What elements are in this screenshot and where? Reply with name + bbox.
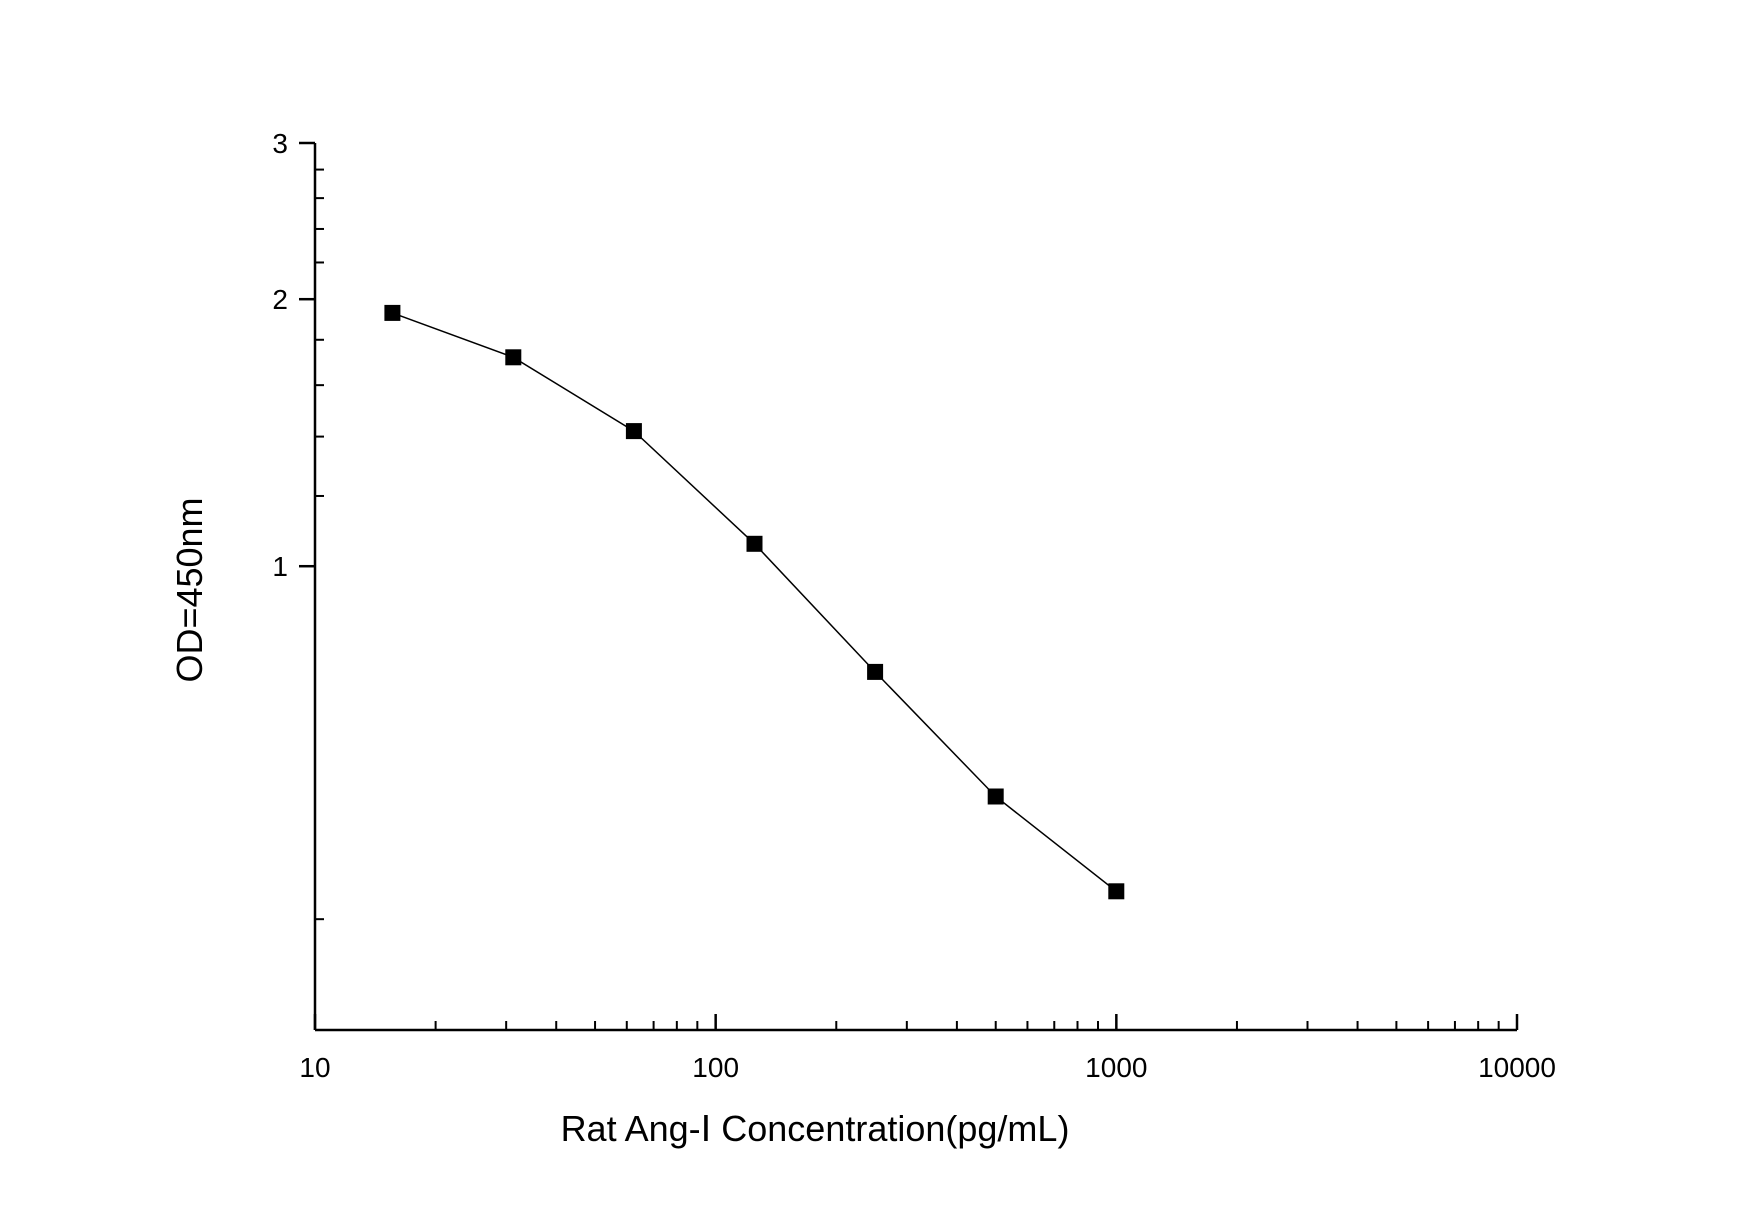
y-tick-label: 3 [272, 128, 288, 159]
x-tick-label: 100 [692, 1052, 739, 1083]
series-layer [384, 304, 1125, 900]
data-point-marker [625, 423, 642, 440]
data-point-marker [1108, 883, 1125, 900]
data-point-marker [867, 663, 884, 680]
data-point-marker [505, 349, 522, 366]
data-point-marker [987, 788, 1004, 805]
x-tick-label: 10000 [1478, 1052, 1556, 1083]
data-point-marker [384, 304, 401, 321]
y-tick-label: 2 [272, 284, 288, 315]
x-tick-label: 1000 [1085, 1052, 1147, 1083]
axes: 10 100 1000 10000 1 2 3 [272, 128, 1556, 1083]
y-tick-label: 1 [272, 551, 288, 582]
series-line [392, 312, 1117, 892]
data-point-marker [746, 535, 763, 552]
x-axis-title: Rat Ang-Ⅰ Concentration(pg/mL) [561, 1108, 1070, 1149]
x-tick-label: 10 [299, 1052, 330, 1083]
y-axis-title: OD=450nm [169, 497, 210, 682]
